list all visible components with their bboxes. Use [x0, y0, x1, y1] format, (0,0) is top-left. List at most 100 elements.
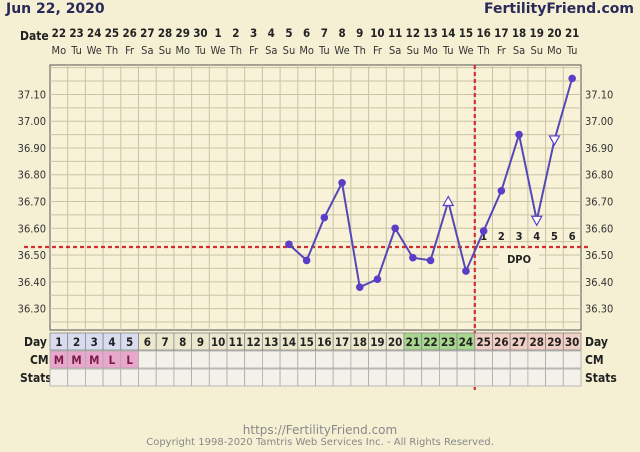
weekday-label: Mo: [547, 44, 562, 57]
temperature-point: [462, 267, 470, 275]
dpo-number: 4: [533, 230, 540, 243]
dpo-number: 2: [498, 230, 505, 243]
stats-cell: [120, 368, 139, 387]
dpo-number: 6: [569, 230, 576, 243]
day-number: 22: [423, 335, 437, 349]
cm-cell: [545, 350, 564, 369]
cm-cell: [244, 350, 263, 369]
stats-cell: [545, 368, 564, 387]
day-number: 20: [388, 335, 402, 349]
date-label: 15: [459, 26, 473, 40]
cm-cell: [155, 350, 175, 369]
weekday-label: Th: [229, 44, 242, 57]
date-label: 26: [122, 26, 136, 40]
date-label: 12: [406, 26, 420, 40]
cm-value: M: [54, 353, 64, 367]
dpo-label: DPO: [507, 253, 531, 266]
stats-cell: [208, 368, 228, 387]
date-label: 20: [547, 26, 561, 40]
day-number: 5: [126, 335, 133, 349]
weekday-label: Tu: [194, 44, 206, 57]
stats-cell: [173, 368, 192, 387]
y-tick-label-right: 36.60: [585, 222, 613, 235]
weekday-label: Sa: [389, 44, 401, 57]
cm-cell: [509, 350, 529, 369]
dpo-number: 5: [551, 230, 558, 243]
y-tick-label-left: 36.30: [18, 303, 46, 316]
temperature-point: [338, 178, 346, 187]
stats-cell: [403, 368, 423, 387]
y-tick-label-left: 36.70: [18, 196, 46, 209]
date-label: 8: [338, 26, 345, 40]
day-number: 11: [229, 335, 243, 349]
y-tick-label-right: 37.10: [585, 88, 613, 101]
stats-row-label-right: Stats: [585, 371, 617, 385]
brand-name[interactable]: FertilityFriend.com: [484, 1, 634, 17]
weekday-label: Fr: [125, 44, 135, 57]
cm-cell: [279, 350, 299, 369]
weekday-label: Tu: [566, 44, 578, 57]
date-label: 29: [176, 26, 190, 40]
day-number: 8: [179, 335, 186, 349]
cm-cell: [226, 350, 246, 369]
cm-cell: [332, 350, 352, 369]
cm-cell: [297, 350, 316, 369]
stats-cell: [102, 368, 122, 387]
dpo-label-bg: [499, 249, 540, 269]
weekday-label: We: [211, 44, 226, 57]
date-label: 2: [232, 26, 239, 40]
date-label: 27: [140, 26, 154, 40]
stats-cell: [315, 368, 334, 387]
y-tick-label-left: 36.50: [18, 249, 46, 262]
dpo-number: 3: [516, 230, 523, 243]
day-number: 30: [565, 335, 579, 349]
day-number: 12: [246, 335, 260, 349]
dpo-number: 1: [480, 230, 487, 243]
temperature-point: [568, 74, 576, 83]
stats-cell: [279, 368, 299, 387]
temperature-point: [515, 130, 523, 139]
date-label: 22: [52, 26, 66, 40]
weekday-label: Su: [530, 44, 543, 57]
day-number: 3: [91, 335, 98, 349]
date-label: 17: [494, 26, 508, 40]
cm-row-label-right: CM: [585, 353, 604, 367]
day-number: 2: [73, 335, 80, 349]
temperature-point: [320, 213, 329, 222]
date-label: 23: [69, 26, 83, 40]
stats-cell: [385, 368, 405, 387]
cm-cell: [456, 350, 476, 369]
day-row-label: Day: [24, 335, 47, 349]
date-label: 14: [441, 26, 455, 40]
day-number: 29: [547, 335, 561, 349]
cm-value: M: [71, 353, 81, 367]
weekday-label: Tu: [70, 44, 82, 57]
day-row-label-right: Day: [585, 335, 608, 349]
weekday-label: Tu: [442, 44, 454, 57]
day-number: 6: [144, 335, 151, 349]
footer-url[interactable]: https://FertilityFriend.com: [242, 423, 398, 437]
stats-cell: [474, 368, 493, 387]
cm-cell: [492, 350, 511, 369]
weekday-label: Mo: [423, 44, 438, 57]
date-label: 7: [321, 26, 328, 40]
y-tick-label-right: 36.30: [585, 303, 613, 316]
cm-cell: [261, 350, 281, 369]
cm-value: M: [89, 353, 99, 367]
stats-cell: [509, 368, 529, 387]
date-label: 28: [158, 26, 172, 40]
cm-cell: [474, 350, 493, 369]
cm-cell: [315, 350, 334, 369]
date-label: 18: [512, 26, 526, 40]
date-label: 4: [268, 26, 275, 40]
day-number: 28: [530, 335, 544, 349]
weekday-label: Th: [105, 44, 118, 57]
stats-cell: [492, 368, 511, 387]
weekday-label: Mo: [299, 44, 314, 57]
weekday-label: Fr: [373, 44, 383, 57]
weekday-label: Su: [159, 44, 172, 57]
date-label: 6: [303, 26, 310, 40]
cm-cell: [208, 350, 228, 369]
stats-cell: [155, 368, 175, 387]
